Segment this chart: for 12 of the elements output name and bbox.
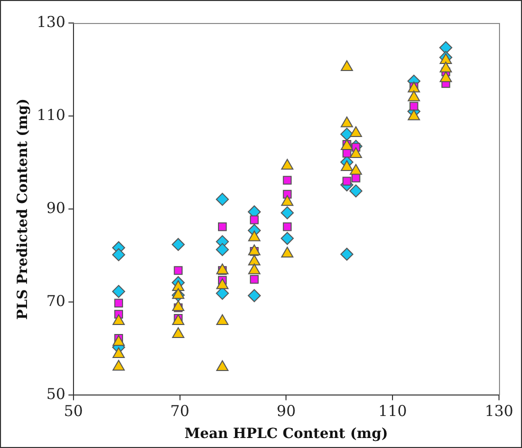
- x-tick-label: 50: [64, 402, 83, 420]
- x-tick-label: 110: [378, 402, 407, 420]
- y-tick-label: 70: [46, 292, 66, 310]
- y-axis-title: PLS Predicted Content (mg): [15, 98, 32, 320]
- y-tick-label: 90: [46, 198, 66, 217]
- x-tick-label: 90: [276, 402, 296, 420]
- y-tick-label: 130: [36, 12, 66, 31]
- y-tick-label: 110: [36, 106, 66, 124]
- x-tick-label: 70: [170, 402, 190, 420]
- y-tick-label: 50: [46, 385, 66, 404]
- x-tick-label: 130: [484, 402, 514, 420]
- x-axis-title: Mean HPLC Content (mg): [184, 426, 388, 442]
